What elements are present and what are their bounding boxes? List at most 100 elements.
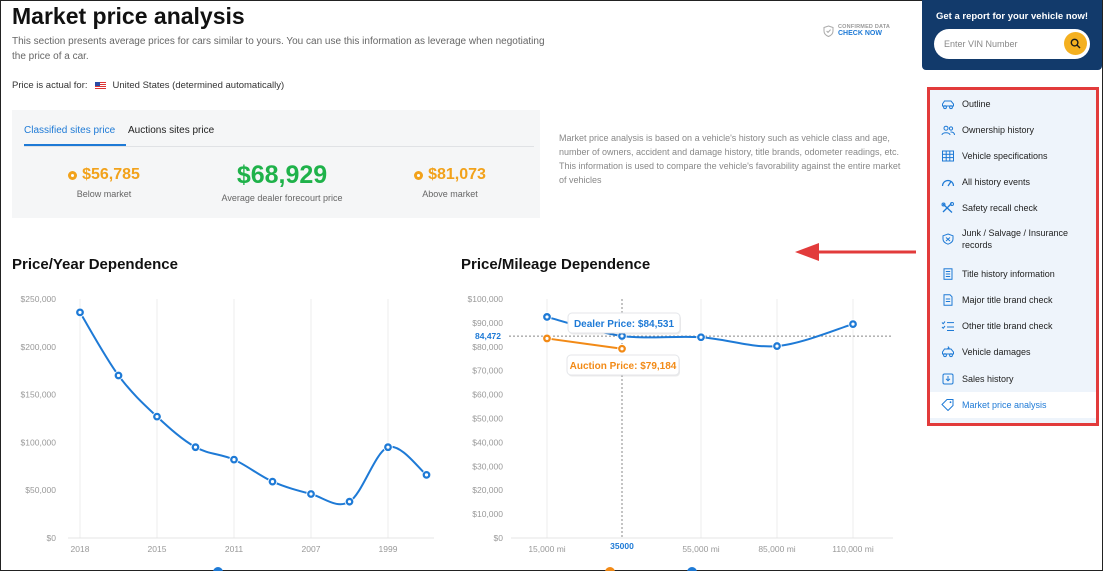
- mileage-chart-y-tick-label: $50,000: [472, 414, 503, 424]
- sidebar-item-label: Sales history: [962, 374, 1014, 384]
- mileage-chart-auction-line: [546, 337, 623, 350]
- tag-icon: [941, 399, 954, 411]
- sidebar-item-label: All history events: [962, 177, 1031, 187]
- mileage-chart-dealer-point-center: [851, 322, 855, 326]
- sidebar-item-label: Vehicle specifications: [962, 151, 1048, 161]
- price-mileage-chart: $0 $10,000 $20,000 $30,000 $40,000 $50,000 $60…: [468, 294, 893, 571]
- below-market-dot-icon: [68, 170, 78, 180]
- year-chart-series-line: [79, 311, 428, 506]
- tab-auction-sites[interactable]: Auctions sites price: [128, 125, 215, 136]
- sidebar-item-vehicle-specifications[interactable]: Vehicle specifications: [930, 148, 1096, 164]
- users-icon: [941, 125, 955, 135]
- vin-card-title: Get a report for your vehicle now!: [935, 11, 1089, 22]
- year-chart-point-center: [347, 500, 352, 504]
- page-title: Market price analysis: [12, 3, 245, 29]
- sidebar-item-all-history-events[interactable]: All history events: [930, 174, 1096, 190]
- year-chart-x-tick-label: 2007: [302, 544, 321, 554]
- below-market-value: $56,785: [82, 166, 140, 183]
- year-chart-point-center: [424, 473, 429, 477]
- year-chart-point-center: [386, 445, 390, 449]
- auction-price-tooltip: Auction Price: $79,184: [566, 354, 680, 377]
- report-sidebar: Outline Ownership history Vehicle specif…: [927, 87, 1099, 426]
- sidebar-item-sales-history[interactable]: Sales history: [930, 371, 1096, 387]
- year-chart-point-center: [78, 310, 82, 314]
- year-chart-point-center: [116, 373, 121, 378]
- year-chart-x-tick-label: 2015: [148, 544, 167, 554]
- sidebar-item-outline[interactable]: Outline: [930, 96, 1096, 112]
- mileage-chart-y-tick-label: $40,000: [472, 437, 503, 447]
- year-chart-y-tick-label: $100,000: [21, 437, 57, 447]
- price-summary-box: Classified sites price Auctions sites pr…: [12, 110, 540, 218]
- sidebar-item-label: Ownership history: [962, 125, 1035, 135]
- mileage-chart-dealer-point-center: [699, 335, 703, 339]
- tab-classified-sites[interactable]: Classified sites price: [24, 125, 116, 136]
- mileage-chart-y-tick-label: $80,000: [472, 342, 503, 352]
- year-chart-point-center: [193, 445, 198, 449]
- year-chart-y-tick-label: $150,000: [21, 390, 57, 400]
- price-region-label: Price is actual for:: [12, 80, 88, 91]
- mileage-chart-auction-point-center: [620, 347, 624, 351]
- page-description: This section presents average prices for…: [12, 36, 545, 62]
- price-region-country: United States (determined automatically): [112, 80, 285, 91]
- dealer-price-tooltip: Dealer Price: $84,531: [567, 312, 681, 335]
- mileage-chart-x-tick-label: 85,000 mi: [758, 544, 795, 554]
- document-icon: [943, 294, 953, 306]
- below-market-label: Below market: [76, 189, 132, 199]
- sidebar-item-safety-recall-check[interactable]: Safety recall check: [930, 200, 1096, 216]
- sidebar-item-label: Safety recall check: [962, 203, 1038, 213]
- mileage-chart-x-tick-label: 55,000 mi: [682, 544, 719, 554]
- above-market-price: $81,073 Above market: [390, 166, 510, 199]
- sidebar-item-label: Other title brand check: [962, 321, 1053, 331]
- year-chart-y-tick-label: $250,000: [21, 294, 57, 304]
- sidebar-item-major-title-brand-check[interactable]: Major title brand check: [930, 292, 1096, 308]
- auction-price-tooltip-box: [566, 354, 680, 376]
- sidebar-item-ownership-history[interactable]: Ownership history: [930, 122, 1096, 138]
- confirmed-data-link[interactable]: CONFIRMED DATA CHECK NOW: [823, 24, 890, 37]
- vin-report-card: Get a report for your vehicle now!: [922, 0, 1102, 70]
- mileage-chart-crosshair-y-bg: [469, 329, 507, 343]
- active-tab-indicator: [24, 144, 126, 146]
- mileage-chart-y-tick-label: $100,000: [468, 294, 504, 304]
- checklist-icon: [941, 321, 954, 331]
- mileage-chart-dealer-point-center: [545, 315, 549, 319]
- mileage-chart-dealer-point-center: [620, 334, 624, 338]
- us-flag-icon: [94, 82, 106, 89]
- document-icon: [943, 268, 953, 280]
- mileage-chart-y-tick-label: $60,000: [472, 390, 503, 400]
- above-market-label: Above market: [422, 189, 478, 199]
- price-year-chart: 2018 2015 2011 2007 1999 $0 $50,000 $100,000 $15…: [21, 294, 434, 571]
- mileage-chart-y-tick-label: $90,000: [472, 318, 503, 328]
- shield-icon: [942, 233, 954, 245]
- gauge-icon: [941, 179, 955, 186]
- mileage-chart-y-tick-label: $70,000: [472, 366, 503, 376]
- mileage-chart-legend-dealer-marker: [687, 567, 697, 571]
- below-market-price: $56,785 Below market: [44, 166, 164, 199]
- mileage-chart-y-tick-label: $10,000: [472, 509, 503, 519]
- car-icon: [942, 100, 954, 109]
- sidebar-item-label: Title history information: [962, 269, 1055, 279]
- mileage-chart-y-tick-label: $20,000: [472, 485, 503, 495]
- sidebar-item-other-title-brand-check[interactable]: Other title brand check: [930, 318, 1096, 334]
- sidebar-item-vehicle-damages[interactable]: Vehicle damages: [930, 344, 1096, 360]
- shield-check-icon: [823, 24, 834, 37]
- year-chart-point-center: [155, 414, 159, 419]
- check-now-link[interactable]: CHECK NOW: [838, 30, 882, 37]
- mileage-chart-auction-point-center: [545, 336, 549, 341]
- auction-price-tooltip-text: Auction Price: $79,184: [570, 361, 677, 372]
- year-chart-x-tick-label: 2018: [71, 544, 90, 554]
- above-market-dot-icon: [414, 170, 424, 180]
- mileage-chart-x-tick-label: 15,000 mi: [528, 544, 565, 554]
- vin-search-button[interactable]: [1064, 32, 1087, 55]
- year-chart-y-tick-label: $200,000: [21, 342, 57, 352]
- year-chart-y-tick-label: $0: [47, 533, 57, 543]
- sidebar-item-label: Junk / Salvage / Insurance records: [962, 228, 1069, 250]
- confirmed-data-label: CONFIRMED DATA: [838, 24, 891, 30]
- sidebar-item-label: Market price analysis: [962, 400, 1047, 410]
- sidebar-item-market-price-analysis[interactable]: Market price analysis: [930, 392, 1096, 418]
- sidebar-item-junk-salvage-insurance[interactable]: Junk / Salvage / Insurance records: [930, 225, 1096, 253]
- year-chart-legend-marker: [213, 567, 223, 571]
- year-chart-y-tick-label: $50,000: [25, 485, 56, 495]
- price-region: Price is actual for: United States (dete…: [12, 80, 284, 91]
- sidebar-item-title-history-information[interactable]: Title history information: [930, 266, 1096, 282]
- search-icon: [1070, 38, 1081, 49]
